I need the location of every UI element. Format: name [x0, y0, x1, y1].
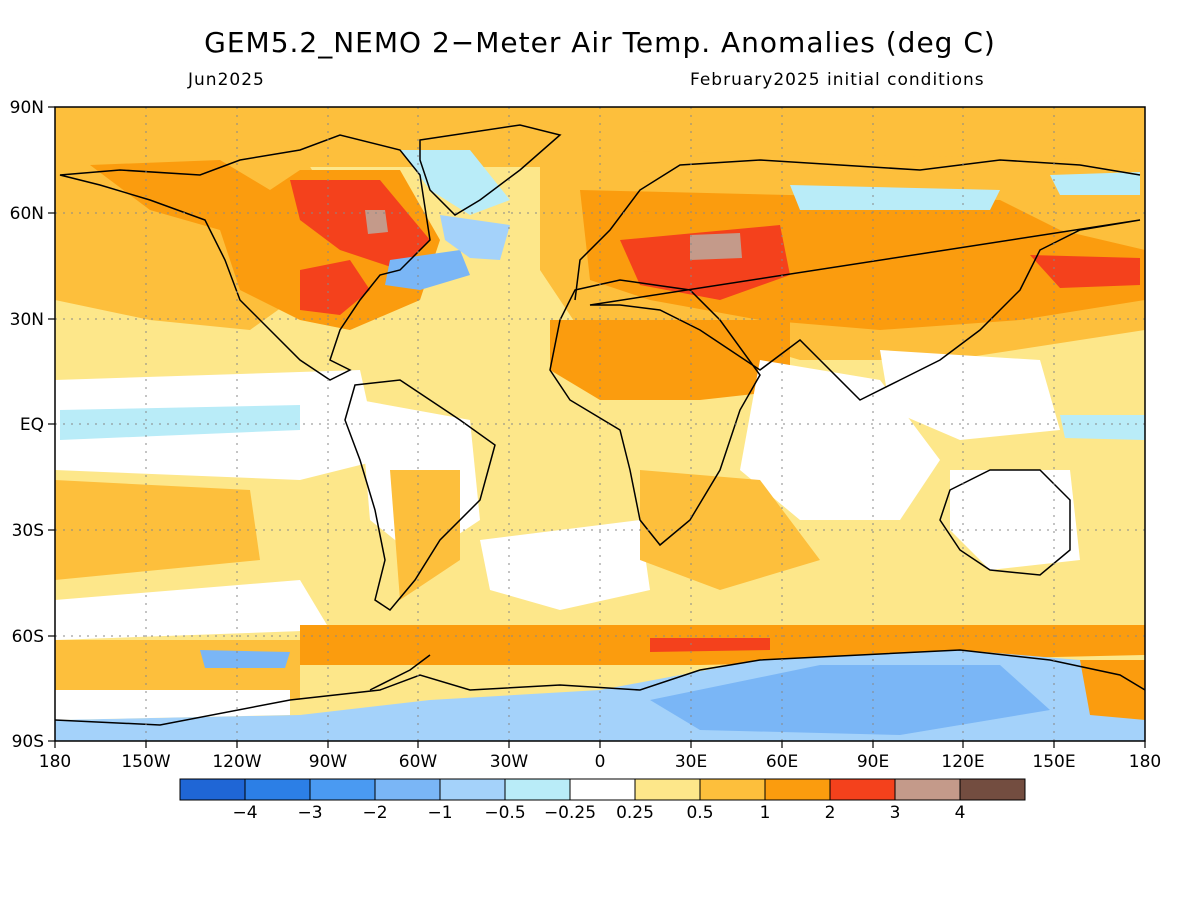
- lat-label: 60S: [12, 627, 44, 647]
- legend-swatch: [894, 778, 961, 801]
- legend-label: 2: [825, 803, 836, 823]
- legend-swatch: [764, 778, 831, 801]
- coast-antarctica: [55, 649, 1145, 726]
- legend-label: 4: [955, 803, 966, 823]
- lon-label: 0: [595, 752, 606, 772]
- equatorial-west-pacific-cool: [1060, 415, 1145, 440]
- lat-label: EQ: [20, 415, 44, 435]
- south-indian-warm: [640, 470, 820, 590]
- legend-swatch: [374, 778, 441, 801]
- legend-label: −4: [232, 803, 257, 823]
- coast-eurasia: [574, 159, 1141, 401]
- lat-label: 60N: [10, 204, 44, 224]
- lon-label: 30W: [490, 752, 529, 772]
- lon-label: 60E: [766, 752, 798, 772]
- ross-sea-cool: [200, 650, 290, 668]
- equatorial-pacific-cool: [60, 405, 300, 440]
- south-america-warm: [390, 470, 460, 600]
- lon-label: 150W: [121, 752, 170, 772]
- lon-label: 180: [39, 752, 71, 772]
- graticule: [55, 107, 1145, 741]
- southern-ocean-very-hot: [650, 638, 770, 652]
- coast-antarctic-peninsula: [369, 654, 431, 691]
- coastlines: [55, 124, 1145, 726]
- legend-swatch: [959, 778, 1026, 801]
- siberia-cool-2: [1050, 172, 1140, 195]
- australia-neutral: [950, 470, 1080, 570]
- legend-label: 0.25: [616, 803, 654, 823]
- lon-label: 150E: [1032, 752, 1075, 772]
- coast-south-america: [344, 379, 496, 611]
- lon-label: 30E: [675, 752, 707, 772]
- lon-labels: 180 150W 120W 90W 60W 30W 0 30E 60E 90E …: [39, 752, 1161, 772]
- lon-label: 90E: [857, 752, 889, 772]
- coast-north-america: [59, 134, 431, 381]
- east-asia-very-hot: [1030, 255, 1140, 288]
- legend-swatch: [179, 778, 246, 801]
- legend-label: −1: [427, 803, 452, 823]
- lon-label: 120W: [212, 752, 261, 772]
- lon-label: 60W: [399, 752, 438, 772]
- coast-greenland: [419, 124, 562, 216]
- coast-africa: [549, 279, 761, 547]
- legend-label: 0.5: [686, 803, 713, 823]
- antarctic-peninsula-warm: [1080, 660, 1145, 720]
- legend-swatch: [829, 778, 896, 801]
- south-pacific-neutral: [55, 580, 330, 640]
- legend-swatch: [634, 778, 701, 801]
- europe-extreme: [690, 233, 742, 260]
- initial-conditions: February2025 initial conditions: [690, 70, 985, 90]
- legend-swatch: [699, 778, 766, 801]
- hudson-extreme: [365, 210, 388, 234]
- legend-label: −2: [362, 803, 387, 823]
- legend-label: −0.25: [544, 803, 596, 823]
- eastern-us-very-hot: [300, 260, 370, 315]
- map-title: GEM5.2_NEMO 2−Meter Air Temp. Anomalies …: [204, 26, 996, 59]
- lon-label: 120E: [941, 752, 984, 772]
- antarctica-white: [55, 690, 290, 720]
- legend-swatch: [439, 778, 506, 801]
- legend-swatch: [504, 778, 571, 801]
- axis-ticks: [48, 106, 1146, 748]
- lat-labels: 90N 60N 30N EQ 30S 60S 90S: [10, 98, 44, 752]
- hudson-very-hot: [290, 180, 430, 270]
- lat-label: 30S: [12, 521, 44, 541]
- legend-label: −3: [297, 803, 322, 823]
- lon-label: 180: [1129, 752, 1161, 772]
- lon-label: 90W: [309, 752, 348, 772]
- legend-label: −0.5: [484, 803, 525, 823]
- color-legend: −4 −3 −2 −1 −0.5 −0.25 0.25 0.5 1 2 3 4: [179, 778, 1026, 823]
- north-atlantic-cool: [385, 250, 470, 290]
- siberia-cool: [790, 185, 1000, 210]
- legend-label: 3: [890, 803, 901, 823]
- legend-swatch: [309, 778, 376, 801]
- legend-swatch: [244, 778, 311, 801]
- coast-australia: [939, 469, 1071, 576]
- south-pacific-warm: [55, 480, 260, 580]
- north-africa-hot: [550, 320, 790, 400]
- forecast-month: Jun2025: [188, 70, 265, 90]
- lat-label: 90N: [10, 98, 44, 118]
- maritime-neutral: [880, 350, 1060, 440]
- antarctica-cold: [650, 665, 1050, 735]
- legend-label: 1: [760, 803, 771, 823]
- legend-swatch: [569, 778, 636, 801]
- lat-label: 90S: [12, 732, 44, 752]
- south-atlantic-neutral: [480, 520, 650, 610]
- labrador-cool: [440, 215, 510, 260]
- lat-label: 30N: [10, 310, 44, 330]
